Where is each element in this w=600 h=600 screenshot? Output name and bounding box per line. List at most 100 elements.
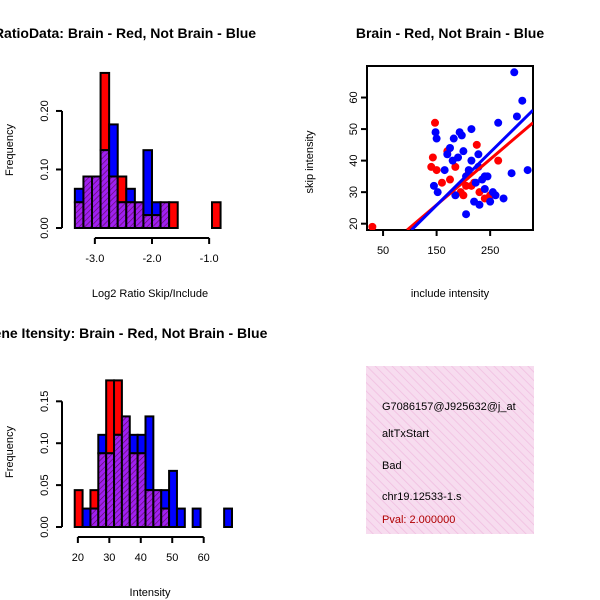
info-box-background: [366, 366, 534, 534]
histogram-bar: [108, 123, 119, 178]
scatter-point-not-brain: [433, 188, 442, 197]
y-tick-label: 0.15: [39, 391, 51, 412]
ratio-histogram-ylabel: Frequency: [4, 124, 16, 176]
scatter-point-brain: [451, 162, 460, 171]
scatter-point-not-brain: [440, 166, 449, 175]
y-tick-label: 50: [348, 123, 360, 135]
ratio-histogram-xlabel: Log2 Ratio Skip/Include: [92, 288, 208, 300]
histogram-bar-overlap: [97, 452, 108, 528]
scatter-point-not-brain: [467, 125, 476, 134]
histogram-bar-overlap: [82, 175, 94, 230]
scatter-point-not-brain: [523, 166, 532, 175]
y-tick-label: 0.00: [39, 516, 51, 537]
scatter-point-not-brain: [429, 181, 438, 190]
intensity-histogram-title: Gene Itensity: Brain - Red, Not Brain - …: [0, 325, 268, 341]
scatter-point-brain: [432, 166, 441, 175]
histogram-bar-overlap: [99, 149, 111, 229]
intensity-histogram-axes: 20 30 40 50 60 0.00 0.05 0.10 0.15: [39, 391, 210, 564]
x-tick-label: 50: [377, 245, 389, 257]
histogram-bar-overlap: [105, 452, 116, 528]
scatter-point-brain: [472, 140, 481, 149]
histogram-bar: [81, 507, 92, 528]
y-tick-label: 40: [348, 154, 360, 166]
histogram-bar-overlap: [133, 201, 145, 229]
scatter-point-not-brain: [431, 128, 440, 137]
scatter-point-not-brain: [494, 118, 503, 127]
scatter-point-not-brain: [510, 68, 519, 77]
scatter-ylabel: skip intensity: [304, 130, 316, 193]
info-quality: Bad: [382, 460, 402, 472]
info-pval: Pval: 2.000000: [382, 514, 455, 526]
x-tick-label: -2.0: [143, 253, 162, 265]
histogram-bar: [211, 201, 222, 229]
ratio-histogram-panel: RatioData: Brain - Red, Not Brain - Blue…: [0, 25, 256, 300]
histogram-bar: [151, 201, 162, 217]
intensity-histogram-xlabel: Intensity: [130, 587, 171, 599]
histogram-bar-overlap: [113, 433, 123, 528]
scatter-point-brain: [459, 191, 468, 200]
x-tick-label: -3.0: [85, 253, 104, 265]
ratio-histogram-title: RatioData: Brain - Red, Not Brain - Blue: [0, 25, 256, 41]
y-tick-label: 0.20: [39, 100, 51, 121]
y-tick-label: 0.00: [39, 217, 51, 238]
x-tick-label: 50: [166, 552, 178, 564]
scatter-point-not-brain: [462, 210, 471, 219]
scatter-point-not-brain: [518, 96, 527, 105]
scatter-point-not-brain: [491, 191, 500, 200]
scatter-point-brain: [368, 222, 377, 230]
histogram-bar: [113, 379, 123, 436]
histogram-bar: [73, 489, 84, 528]
intensity-histogram-panel: Gene Itensity: Brain - Red, Not Brain - …: [0, 325, 268, 599]
scatter-point-brain: [494, 156, 503, 165]
scatter-axes: 50 150 250 20 30 40 50 60: [348, 91, 499, 257]
histogram-bar-overlap: [160, 507, 171, 528]
histogram-bar-overlap: [128, 452, 139, 528]
ratio-histogram-bars: [73, 71, 222, 230]
x-tick-label: 20: [72, 552, 84, 564]
histogram-bar: [136, 433, 147, 455]
scatter-point-not-brain: [432, 134, 441, 143]
histogram-bar: [97, 433, 108, 455]
scatter-point-brain: [446, 175, 454, 184]
scatter-xlabel: include intensity: [411, 288, 490, 300]
scatter-point-not-brain: [480, 185, 489, 193]
histogram-bar: [73, 187, 85, 204]
x-tick-label: 60: [198, 552, 210, 564]
info-panel: G7086157@J925632@j_at altTxStart Bad chr…: [366, 366, 534, 534]
x-tick-label: 40: [135, 552, 147, 564]
x-tick-label: 30: [103, 552, 115, 564]
y-tick-label: 0.10: [39, 159, 51, 180]
scatter-point-not-brain: [486, 197, 495, 206]
info-location: chr19.12533-1.s: [382, 491, 462, 503]
histogram-bar: [175, 507, 186, 528]
scatter-point-not-brain: [507, 169, 516, 178]
y-tick-label: 20: [348, 218, 360, 230]
histogram-bar-overlap: [120, 415, 131, 528]
histogram-bar: [142, 149, 154, 217]
info-probe-id: G7086157@J925632@j_at: [382, 401, 516, 413]
histogram-bar-overlap: [125, 201, 136, 229]
scatter-point-not-brain: [451, 191, 460, 200]
histogram-bar: [128, 433, 139, 455]
scatter-point-not-brain: [457, 131, 466, 140]
scatter-point-not-brain: [446, 144, 454, 152]
scatter-point-not-brain: [454, 153, 463, 162]
histogram-bar: [168, 201, 179, 229]
histogram-bar-overlap: [144, 489, 155, 528]
scatter-title: Brain - Red, Not Brain - Blue: [356, 25, 544, 41]
scatter-point-not-brain: [480, 172, 489, 181]
histogram-bar: [191, 507, 202, 528]
histogram-bar-overlap: [108, 175, 119, 230]
scatter-point-not-brain: [471, 178, 480, 187]
histogram-bar: [223, 507, 234, 528]
scatter-point-not-brain: [475, 200, 484, 209]
histogram-bar-overlap: [159, 201, 171, 229]
ratio-histogram-axes: -3.0 -2.0 -1.0 0.00 0.10 0.20: [39, 100, 219, 265]
scatter-point-brain: [428, 153, 437, 162]
histogram-bar: [99, 71, 111, 152]
histogram-bar-overlap: [116, 201, 128, 229]
info-box-clip: G7086157@J925632@j_at altTxStart Bad chr…: [382, 401, 516, 526]
info-event-type: altTxStart: [382, 428, 429, 440]
scatter-point-not-brain: [467, 156, 476, 165]
